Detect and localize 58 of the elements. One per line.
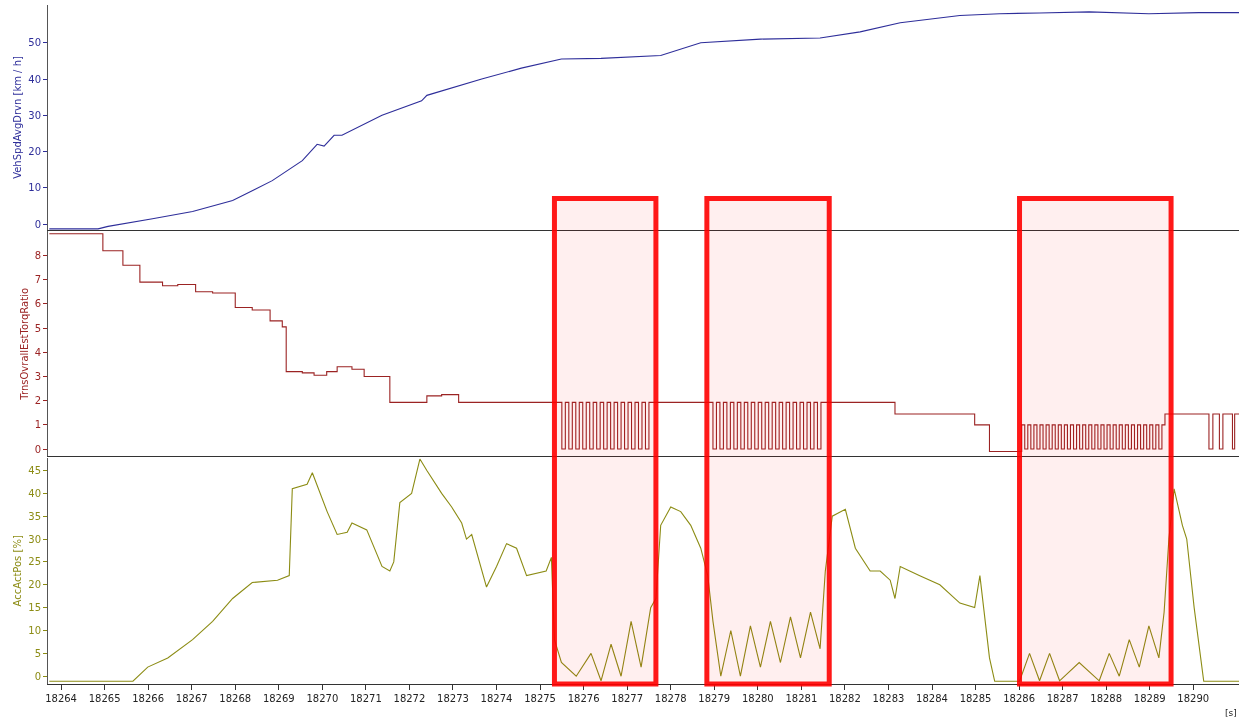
y-tick-label: 0 bbox=[34, 443, 41, 455]
y-tick-label: 35 bbox=[28, 510, 41, 522]
x-tick-label: 18281 bbox=[785, 693, 818, 704]
y-axis-title: VehSpdAvgDrvn [km / h] bbox=[12, 56, 24, 179]
y-tick-label: 6 bbox=[34, 298, 41, 310]
x-tick-label: 18282 bbox=[828, 693, 861, 704]
y-tick-label: 40 bbox=[28, 487, 41, 499]
y-tick-label: 20 bbox=[28, 579, 41, 591]
x-tick-label: 18272 bbox=[393, 693, 426, 704]
x-tick-label: 18277 bbox=[611, 693, 644, 704]
x-tick-label: 18264 bbox=[45, 693, 77, 704]
x-tick-label: 18275 bbox=[524, 693, 556, 704]
y-tick-label: 8 bbox=[34, 250, 41, 262]
x-tick-label: 18276 bbox=[567, 693, 600, 704]
y-tick-label: 5 bbox=[34, 647, 41, 659]
x-tick-label: 18286 bbox=[1003, 693, 1035, 704]
x-tick-label: 18289 bbox=[1133, 693, 1166, 704]
x-tick-label: 18266 bbox=[132, 693, 165, 704]
x-tick-label: 18280 bbox=[741, 693, 774, 704]
y-tick-label: 30 bbox=[28, 109, 41, 121]
y-tick-label: 1 bbox=[34, 419, 41, 431]
x-tick-label: 18279 bbox=[698, 693, 731, 704]
y-tick-label: 30 bbox=[28, 533, 41, 545]
x-tick-label: 18285 bbox=[959, 693, 992, 704]
x-tick-label: 18284 bbox=[916, 693, 948, 704]
x-tick-label: 18287 bbox=[1046, 693, 1079, 704]
y-tick-label: 3 bbox=[34, 370, 41, 382]
x-tick-label: 18267 bbox=[175, 693, 208, 704]
x-tick-label: 18270 bbox=[306, 693, 339, 704]
x-axis-title: [s] bbox=[1225, 708, 1237, 718]
x-tick-label: 18265 bbox=[88, 693, 121, 704]
y-tick-label: 45 bbox=[28, 464, 41, 476]
y-tick-label: 10 bbox=[28, 182, 41, 194]
x-tick-label: 18273 bbox=[437, 693, 469, 704]
y-axis-title: TrnsOvrallEstTorqRatio bbox=[18, 288, 30, 401]
x-tick-label: 18269 bbox=[262, 693, 295, 704]
line-series bbox=[48, 458, 1239, 682]
x-tick-label: 18290 bbox=[1177, 693, 1210, 704]
y-tick-label: 0 bbox=[34, 218, 41, 230]
y-tick-label: 50 bbox=[28, 37, 41, 49]
x-tick-label: 18268 bbox=[219, 693, 252, 704]
y-tick-label: 25 bbox=[28, 556, 41, 568]
y-axis-title: AccActPos [%] bbox=[12, 535, 24, 607]
y-tick-label: 0 bbox=[34, 670, 41, 682]
y-tick-label: 20 bbox=[28, 146, 41, 158]
y-tick-label: 10 bbox=[28, 625, 41, 637]
x-tick-label: 18278 bbox=[654, 693, 687, 704]
line-series bbox=[48, 11, 1239, 230]
y-tick-label: 7 bbox=[34, 274, 41, 286]
y-tick-label: 2 bbox=[34, 395, 41, 407]
x-tick-label: 18283 bbox=[872, 693, 905, 704]
y-tick-label: 5 bbox=[34, 322, 41, 334]
x-tick-label: 18288 bbox=[1090, 693, 1123, 704]
y-tick-label: 40 bbox=[28, 73, 41, 85]
x-tick-label: 18274 bbox=[480, 693, 513, 704]
y-tick-label: 4 bbox=[34, 346, 41, 358]
y-tick-label: 15 bbox=[28, 602, 41, 614]
x-tick-label: 18271 bbox=[349, 693, 382, 704]
